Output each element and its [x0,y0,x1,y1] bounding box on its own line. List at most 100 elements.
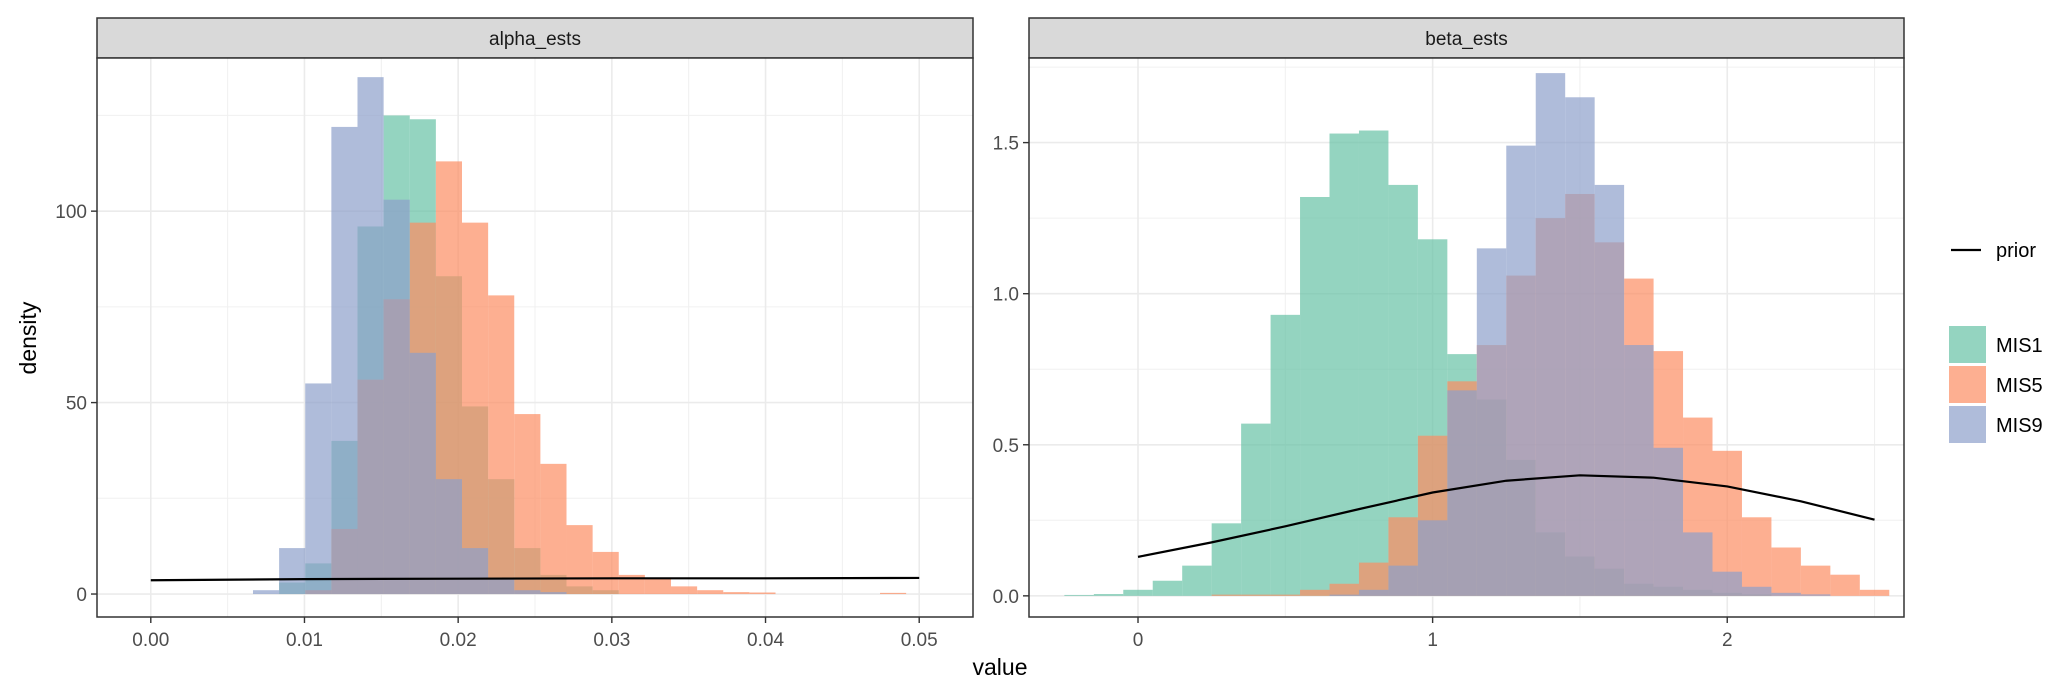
bar-mis5 [1329,583,1359,596]
bar-mis5 [514,414,541,595]
bar-mis5 [1741,517,1772,596]
bar-mis5 [1800,565,1831,596]
bar-mis5 [592,551,619,595]
bar-mis1 [1300,196,1330,596]
x-tick-label: 0.02 [440,630,477,651]
y-tick-label: 0 [76,585,87,606]
strip-alpha-ests [96,17,974,59]
panel-alpha-ests: alpha_ests 0.00 0.01 0.02 0.03 0.04 0.05 0 50 1… [55,17,974,651]
bar-mis9 [1683,532,1713,596]
y-tick-label: 100 [55,202,87,223]
bar-mis9 [1447,390,1477,596]
x-tick-label: 0.00 [132,630,169,651]
gridlines-alpha-ests [97,58,973,617]
bar-mis5 [1211,594,1242,596]
legend-key-mis9 [1949,406,1986,443]
bar-mis9 [1388,565,1418,596]
y-tick-label: 0.5 [993,436,1019,457]
y-tick-label: 50 [66,394,87,415]
x-tick-label: 0.01 [286,630,323,651]
bar-mis1 [1064,594,1094,596]
x-tick-label: 0.04 [747,630,784,651]
bar-mis9 [1476,248,1507,596]
panel-beta-ests: beta_ests 0 1 2 0.0 0.5 1.0 1.5 [993,17,1905,651]
legend-label-prior: prior [1996,240,2036,262]
x-tick-label: 0.03 [593,630,630,651]
bar-mis9 [1417,520,1448,596]
legend-label-mis1: MIS1 [1996,335,2043,357]
bar-mis9 [1771,592,1801,596]
x-tick-label: 0 [1133,630,1144,651]
bar-mis1 [1182,565,1212,596]
bar-mis1 [1152,580,1183,596]
histogram-bars-beta-ests [1064,73,1890,596]
bar-mis5 [1300,589,1330,596]
strip-label-alpha-ests: alpha_ests [489,29,581,50]
panel-border-alpha-ests [96,57,974,618]
bar-mis5 [749,592,776,595]
bar-mis9 [540,592,567,595]
bar-mis9 [1653,447,1684,596]
y-tick-label: 0.0 [993,587,1019,608]
bar-mis9 [1535,73,1566,596]
bar-mis5 [697,590,724,595]
x-tick-label: 0.05 [901,630,938,651]
bar-mis1 [1123,589,1153,596]
bar-mis5 [1241,594,1271,596]
bar-mis5 [644,578,672,595]
bar-mis9 [409,352,436,595]
strip-label-beta-ests: beta_ests [1425,29,1507,50]
y-tick-label: 1.5 [993,134,1019,155]
bar-mis9 [488,578,515,595]
y-ticks-alpha-ests: 0 50 100 [55,202,97,606]
x-ticks-beta-ests: 0 1 2 [1133,617,1733,651]
bar-mis9 [1741,586,1772,596]
bar-mis9 [383,199,410,595]
bar-mis9 [357,77,384,595]
x-tick-label: 1 [1427,630,1438,651]
panel-border-beta-ests [1028,57,1905,618]
bar-mis5 [462,222,489,595]
strip-beta-ests [1028,17,1905,59]
x-ticks-alpha-ests: 0.00 0.01 0.02 0.03 0.04 0.05 [132,617,938,651]
bar-mis9 [1800,594,1831,596]
y-tick-label: 1.0 [993,285,1019,306]
bar-mis5 [1859,589,1890,596]
bar-mis9 [1624,345,1654,596]
legend-key-mis5 [1949,366,1986,403]
bar-mis9 [305,383,332,595]
bar-mis5 [540,463,567,595]
bar-mis9 [252,590,280,595]
legend: prior MIS1 MIS5 MIS9 [1949,240,2043,443]
legend-key-mis1 [1949,326,1986,363]
bar-mis5 [1771,547,1801,596]
bar-mis1 [1329,133,1359,596]
x-tick-label: 2 [1722,630,1733,651]
bar-mis5 [1270,594,1301,596]
bar-mis5 [488,295,515,595]
bar-mis1 [1241,423,1271,596]
bar-mis9 [1594,184,1625,596]
bar-mis1 [1358,130,1389,596]
bar-mis9 [331,126,358,595]
bar-mis9 [1329,594,1359,596]
bar-mis5 [618,574,645,595]
histogram-bars-alpha-ests [252,77,907,595]
bar-mis9 [514,590,541,595]
y-axis-title: density [15,301,41,374]
bar-mis9 [1712,571,1742,596]
bar-mis9 [1358,589,1389,596]
bar-mis1 [1211,523,1242,596]
bar-mis5 [671,586,698,595]
bar-mis9 [1565,97,1595,596]
bar-mis9 [462,548,489,595]
bar-mis5 [566,525,593,595]
prior-line-beta-ests [1137,474,1875,558]
x-axis-title: value [973,654,1028,680]
bar-mis1 [1270,314,1301,596]
bar-mis1 [1093,594,1124,596]
y-ticks-beta-ests: 0.0 0.5 1.0 1.5 [993,134,1029,608]
prior-line-alpha-ests [150,576,920,582]
legend-label-mis9: MIS9 [1996,415,2043,437]
